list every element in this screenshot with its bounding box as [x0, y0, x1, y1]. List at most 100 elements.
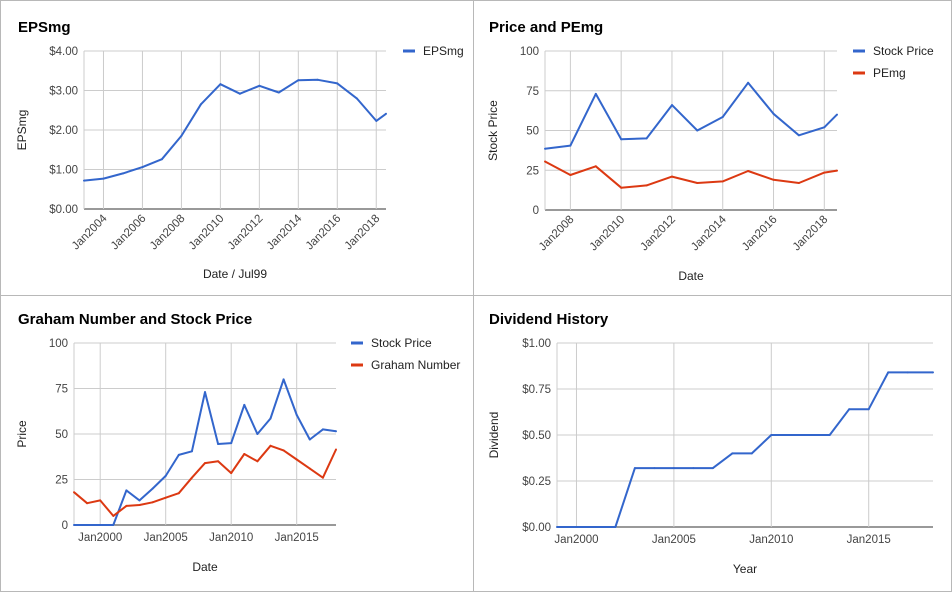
data-point-stock-price	[308, 438, 311, 441]
graham-chart: Graham Number and Stock Price 0 25 50 75 100 J…	[15, 311, 460, 574]
data-point-stock-price	[243, 403, 246, 406]
y-tick-label: 100	[520, 46, 539, 58]
data-point-dividend	[848, 408, 851, 411]
data-point-stock-price	[836, 113, 838, 116]
data-point-stock-price	[256, 433, 259, 435]
y-tick-label: 25	[55, 475, 68, 487]
x-tick-label: Jan2008	[537, 214, 577, 254]
y-axis-label: Price	[15, 420, 29, 448]
data-point-graham-number	[256, 460, 259, 463]
data-point-stock-price	[204, 391, 206, 394]
y-tick-label: $1.00	[49, 165, 78, 177]
data-point-graham-number	[217, 460, 220, 463]
data-point-dividend	[932, 371, 934, 374]
data-point-dividend	[692, 467, 695, 470]
x-tick-label: Jan2010	[749, 534, 793, 546]
data-point-dividend	[809, 434, 812, 436]
series-line-dividend	[557, 371, 933, 528]
data-point-pemg	[645, 184, 648, 187]
data-point-dividend	[906, 371, 909, 374]
data-point-graham-number	[86, 502, 89, 505]
data-point-pemg	[747, 170, 750, 172]
dividend-chart: Dividend History $0.00 $0.25 $0.50 $0.75 $1.0…	[487, 311, 934, 576]
x-tick-label: Jan2000	[554, 534, 598, 546]
data-point-stock-price	[99, 524, 102, 526]
x-axis-label: Date	[678, 269, 704, 283]
data-point-epsmg	[219, 83, 222, 86]
data-point-pemg	[671, 175, 673, 178]
x-tick-label: Jan2016	[304, 213, 344, 253]
x-axis-label: Date / Jul99	[203, 267, 267, 281]
y-tick-label: $1.00	[522, 338, 551, 350]
series-line-stock-price	[544, 81, 838, 150]
data-point-epsmg	[355, 97, 358, 100]
data-point-stock-price	[164, 474, 167, 477]
legend-label: Stock Price	[873, 44, 934, 58]
data-point-pemg	[696, 182, 699, 184]
data-point-pemg	[823, 171, 826, 174]
x-tick-label: Jan2008	[148, 213, 188, 253]
legend-label: Stock Price	[371, 336, 432, 350]
price-pe-chart-panel: Price and PEmg 0 25 50 75 100 Jan2008 Jan2010 Ja…	[473, 0, 952, 296]
y-tick-label: $3.00	[49, 86, 78, 98]
data-point-epsmg	[238, 92, 241, 95]
data-point-stock-price	[138, 499, 141, 502]
x-tick-label: Jan2018	[343, 213, 383, 253]
data-point-epsmg	[180, 134, 183, 137]
data-point-epsmg	[336, 82, 339, 85]
data-point-stock-price	[696, 129, 699, 132]
data-point-dividend	[653, 467, 656, 470]
x-tick-label: Jan2014	[265, 212, 305, 252]
data-point-pemg	[594, 165, 597, 168]
data-point-graham-number	[177, 492, 180, 495]
data-point-epsmg	[83, 179, 85, 182]
data-point-pemg	[772, 178, 775, 181]
data-point-graham-number	[282, 449, 285, 452]
data-point-stock-price	[190, 450, 193, 453]
y-tick-label: 0	[533, 205, 539, 217]
x-tick-label: Jan2010	[209, 532, 253, 544]
data-point-graham-number	[73, 491, 75, 494]
data-point-stock-price	[217, 443, 220, 445]
data-point-stock-price	[86, 524, 89, 526]
data-point-pemg	[569, 174, 572, 176]
data-point-epsmg	[277, 91, 280, 94]
y-tick-label: 50	[526, 126, 539, 138]
x-tick-label: Jan2005	[652, 534, 696, 546]
data-point-stock-price	[620, 138, 623, 141]
data-point-graham-number	[295, 458, 298, 461]
x-axis-label: Date	[192, 560, 218, 574]
data-point-graham-number	[335, 448, 337, 451]
data-point-stock-price	[295, 413, 298, 416]
data-point-stock-price	[73, 524, 75, 526]
y-tick-label: $2.00	[49, 125, 78, 137]
series-line-pemg	[544, 160, 838, 189]
x-tick-label: Jan2004	[70, 212, 110, 252]
data-point-pemg	[721, 180, 724, 183]
data-point-stock-price	[823, 126, 826, 129]
x-tick-label: Jan2014	[689, 213, 729, 253]
data-point-dividend	[867, 408, 870, 411]
data-point-stock-price	[721, 116, 724, 118]
data-point-graham-number	[125, 504, 128, 507]
data-point-stock-price	[569, 144, 572, 147]
data-point-dividend	[750, 452, 753, 455]
data-point-epsmg	[316, 78, 319, 81]
legend-label: Graham Number	[371, 358, 460, 372]
data-point-epsmg	[199, 103, 202, 106]
data-point-graham-number	[151, 501, 154, 504]
x-tick-label: Jan2006	[109, 213, 149, 253]
data-point-epsmg	[141, 166, 144, 169]
data-point-dividend	[789, 434, 792, 436]
data-point-stock-price	[151, 487, 154, 490]
data-point-epsmg	[160, 158, 163, 161]
data-point-graham-number	[243, 453, 246, 455]
legend-label: PEmg	[873, 66, 906, 80]
y-tick-label: $4.00	[49, 46, 78, 58]
data-point-graham-number	[99, 499, 102, 502]
data-point-epsmg	[102, 177, 105, 180]
data-point-graham-number	[308, 467, 311, 470]
data-point-dividend	[770, 434, 773, 436]
data-point-graham-number	[190, 476, 193, 479]
data-point-stock-price	[772, 112, 775, 115]
